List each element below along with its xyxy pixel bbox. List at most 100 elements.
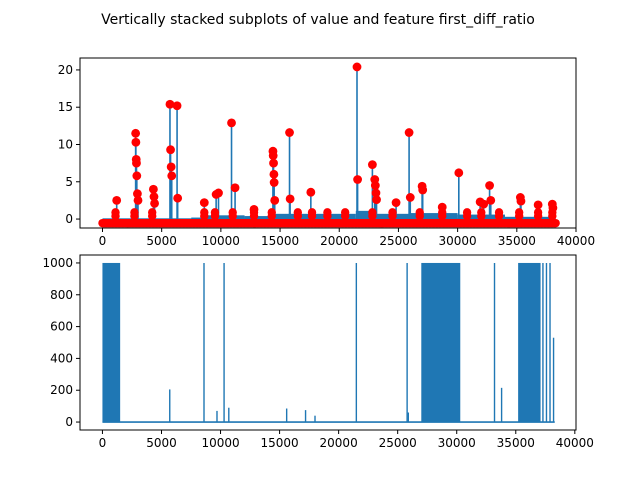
top-data-layer (98, 62, 560, 228)
top-spike-marker-49 (486, 196, 496, 205)
top-spike-marker-37 (371, 188, 381, 198)
top-level-segment-3 (244, 216, 272, 222)
bottom-x-ticks: 0 5000 10000 15000 20000 25000 30000 35000 40000 (99, 430, 594, 450)
top-spike-marker-10 (150, 198, 159, 208)
top-spike-marker-47 (479, 199, 489, 209)
top-y-tick-label-1: 5 (65, 175, 73, 189)
top-x-tick-label-0: 0 (99, 234, 107, 248)
top-spike-marker-30 (285, 194, 295, 204)
top-spike-marker-25 (269, 158, 278, 168)
top-y-tick-label-2: 10 (58, 137, 73, 151)
top-level-segment-7 (410, 213, 458, 222)
top-level-segment-2 (204, 215, 245, 222)
top-y-tick-label-0: 0 (65, 212, 73, 226)
bottom-x-tick-label-3: 15000 (260, 436, 298, 450)
top-spike-marker-29 (285, 128, 294, 137)
bottom-y-tick-label-3: 600 (50, 320, 73, 334)
top-spike-marker-33 (353, 175, 362, 184)
top-cluster-marker-16-1 (462, 208, 472, 217)
bottom-y-tick-label-4: 800 (50, 288, 73, 302)
top-spike-marker-27 (269, 178, 279, 187)
top-spike-marker-21 (230, 183, 240, 193)
subplot-top: 0 5000 10000 15000 20000 25000 30000 35000 40000… (58, 57, 595, 248)
top-spike-marker-34 (367, 160, 377, 170)
top-spike-marker-2 (131, 137, 141, 147)
top-spike-marker-12 (166, 145, 175, 155)
figure-title: Vertically stacked subplots of value and… (101, 12, 535, 28)
top-y-tick-label-4: 20 (58, 63, 73, 77)
top-spike-marker-26 (269, 169, 279, 179)
top-x-tick-label-8: 40000 (557, 234, 595, 248)
top-spike-marker-36 (370, 181, 380, 190)
top-spike-marker-20 (227, 118, 236, 128)
top-spike-marker-32 (352, 62, 362, 72)
top-spike-marker-16 (173, 193, 183, 203)
top-spike-marker-19 (214, 188, 223, 198)
top-spike-marker-40 (404, 128, 414, 137)
top-cluster-marker-7-1 (267, 208, 276, 217)
top-x-tick-label-5: 25000 (379, 234, 417, 248)
top-y-ticks: 0 5 10 15 20 (58, 63, 80, 226)
top-cluster-marker-3-1 (200, 208, 209, 217)
top-cluster-marker-13-1 (388, 208, 397, 217)
top-spike-marker-31 (306, 187, 316, 197)
bottom-dense-block-0 (102, 262, 121, 423)
top-cluster-marker-2-1 (148, 208, 157, 217)
top-spike-marker-43 (418, 185, 428, 195)
bottom-y-tick-label-1: 200 (50, 383, 73, 397)
top-spike-marker-24 (268, 151, 278, 161)
top-x-tick-label-3: 15000 (261, 234, 299, 248)
top-x-tick-label-4: 20000 (320, 234, 358, 248)
top-spike-marker-38 (372, 195, 381, 205)
bottom-x-tick-label-1: 5000 (146, 436, 177, 450)
top-spike-marker-17 (199, 198, 209, 208)
top-spike-marker-7 (133, 196, 143, 205)
bottom-x-tick-label-2: 10000 (201, 436, 239, 450)
bottom-x-tick-label-7: 35000 (497, 436, 535, 450)
top-cluster-marker-10-1 (323, 208, 332, 217)
bottom-x-tick-label-0: 0 (99, 436, 107, 450)
top-spike-marker-5 (132, 171, 142, 181)
top-cluster-marker-11-1 (340, 208, 350, 217)
bottom-x-tick-label-4: 20000 (320, 436, 358, 450)
bottom-x-tick-label-8: 40000 (556, 436, 594, 450)
top-cluster-marker-18-1 (494, 208, 504, 217)
top-spike-marker-0 (112, 196, 122, 205)
bottom-data-layer (102, 262, 555, 423)
top-spike-marker-44 (437, 202, 447, 212)
top-x-tick-label-1: 5000 (146, 234, 177, 248)
top-spike-marker-54 (548, 203, 558, 213)
top-cluster-marker-19-1 (514, 208, 524, 217)
top-baseline-markers (98, 208, 560, 228)
top-spike-marker-22 (249, 204, 259, 214)
top-x-tick-label-7: 35000 (498, 234, 536, 248)
top-spike-marker-6 (133, 189, 142, 199)
top-spike-marker-39 (391, 198, 401, 208)
top-spike-marker-14 (167, 171, 177, 181)
top-spike-marker-9 (149, 192, 159, 202)
top-spike-marker-13 (166, 162, 176, 172)
top-cluster-marker-5-1 (228, 208, 237, 217)
top-spike-marker-1 (131, 128, 141, 138)
top-spike-marker-28 (270, 196, 280, 205)
top-level-segment-5 (355, 210, 375, 222)
subplot-bottom: 0 5000 10000 15000 20000 25000 30000 35000 40000… (42, 254, 594, 450)
bottom-y-tick-label-0: 0 (65, 415, 73, 429)
top-y-tick-label-3: 15 (58, 100, 73, 114)
bottom-dense-block-2 (518, 262, 541, 423)
top-cluster-marker-17-1 (477, 208, 486, 217)
top-spike-marker-4 (132, 158, 141, 168)
top-x-tick-label-2: 10000 (202, 234, 240, 248)
top-spike-marker-41 (405, 193, 415, 202)
top-spike-marker-8 (148, 184, 158, 194)
top-spike-marker-15 (172, 101, 182, 111)
top-cluster-marker-1-1 (130, 208, 139, 217)
bottom-y-tick-label-5: 1000 (42, 256, 73, 270)
bottom-y-tick-label-2: 400 (50, 351, 73, 365)
bottom-axes-frame (79, 254, 577, 431)
top-axes-frame (79, 57, 577, 229)
top-spike-marker-11 (165, 99, 175, 109)
top-cluster-marker-4-1 (210, 208, 220, 217)
top-cluster-marker-8-1 (293, 208, 303, 217)
